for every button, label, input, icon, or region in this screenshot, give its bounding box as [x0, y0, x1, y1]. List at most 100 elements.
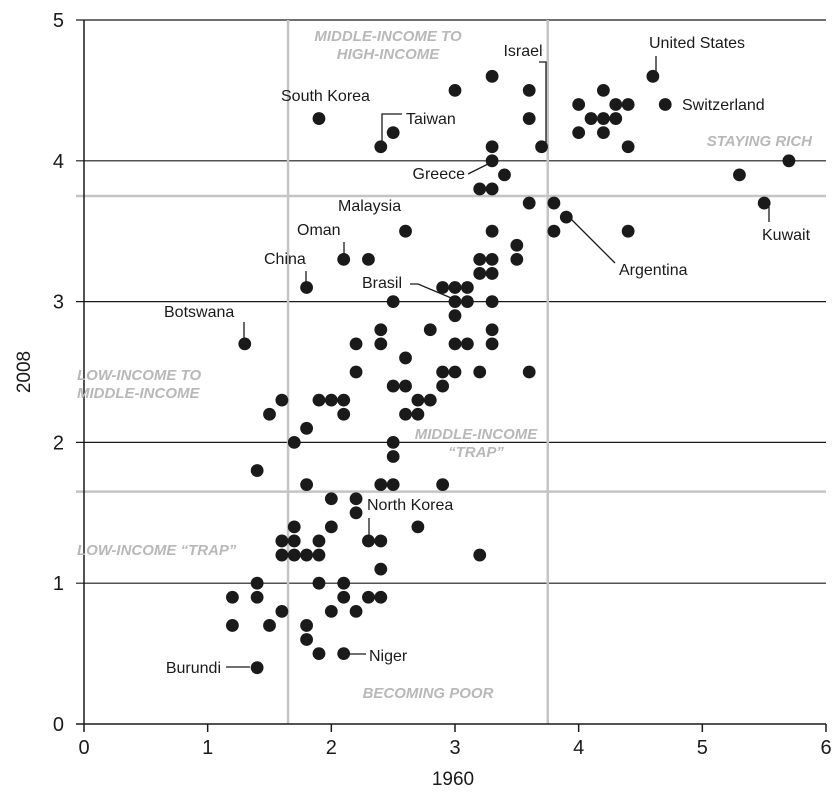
data-point-108	[572, 98, 586, 111]
annotation-label-2: Israel	[503, 43, 542, 60]
data-point-101	[374, 140, 388, 154]
data-point-123	[782, 154, 796, 168]
data-point-57	[349, 365, 363, 379]
region-label-0-0: MIDDLE-INCOME TO	[314, 28, 462, 45]
annotation-label-0: United States	[649, 35, 745, 52]
annotation-label-15: Burundi	[166, 660, 221, 677]
data-point-6	[275, 604, 289, 618]
annotation-label-8: Oman	[297, 222, 341, 239]
y-tick-label-2: 2	[53, 432, 64, 454]
data-point-9	[287, 520, 301, 534]
data-point-53	[411, 393, 425, 407]
data-point-61	[423, 323, 437, 337]
data-point-15	[312, 576, 326, 590]
data-point-64	[448, 337, 462, 351]
data-point-42	[287, 436, 301, 449]
x-tick-label-2: 2	[326, 737, 337, 759]
threshold-lines	[76, 20, 826, 724]
data-point-96	[522, 196, 536, 210]
data-point-3	[250, 590, 264, 604]
data-point-2	[250, 576, 264, 590]
leader-line-2	[539, 61, 547, 146]
data-point-77	[460, 281, 474, 294]
data-point-88	[337, 252, 351, 266]
region-label-1-0: STAYING RICH	[707, 133, 813, 150]
data-point-86	[485, 224, 499, 238]
data-point-93	[498, 168, 511, 182]
data-point-18	[312, 647, 326, 660]
region-label-4-0: LOW-INCOME “TRAP”	[77, 542, 237, 559]
data-point-5	[263, 619, 276, 632]
data-point-48	[386, 436, 400, 449]
leader-line-4	[381, 113, 402, 146]
data-point-116	[621, 98, 635, 111]
region-label-3-1: “TRAP”	[448, 444, 504, 461]
data-point-90	[399, 224, 412, 238]
data-point-30	[250, 464, 264, 477]
data-point-10	[287, 534, 301, 548]
data-point-8	[275, 548, 289, 562]
annotation-label-10: China	[264, 251, 306, 268]
data-point-60	[399, 351, 412, 365]
data-point-76	[448, 309, 462, 323]
data-point-120	[658, 98, 672, 111]
data-point-43	[300, 421, 313, 435]
data-point-54	[411, 407, 425, 421]
data-point-50	[386, 379, 400, 393]
data-point-28	[374, 562, 388, 576]
data-point-0	[226, 590, 239, 604]
annotation-label-5: Greece	[413, 166, 466, 183]
data-point-80	[473, 267, 487, 280]
data-point-107	[535, 140, 548, 154]
data-point-79	[473, 252, 487, 266]
data-point-32	[324, 492, 338, 506]
data-point-82	[485, 267, 499, 280]
data-point-46	[337, 393, 351, 407]
y-tick-label-0: 0	[53, 714, 64, 736]
annotation-labels: United States Switzerland Israel South Kore…	[164, 35, 811, 677]
data-point-94	[485, 154, 499, 168]
data-point-31	[300, 478, 313, 492]
data-point-41	[275, 393, 289, 407]
region-label-2-1: MIDDLE-INCOME	[77, 385, 200, 402]
y-tick-label-3: 3	[53, 292, 64, 314]
leader-line-11	[410, 283, 457, 301]
data-point-105	[522, 84, 536, 97]
annotation-label-12: Botswana	[164, 304, 234, 321]
data-point-69	[485, 337, 499, 351]
data-point-118	[621, 224, 635, 238]
y-tick-label-4: 4	[53, 151, 64, 173]
data-point-112	[597, 112, 610, 125]
data-point-99	[559, 210, 573, 224]
data-point-4	[250, 661, 264, 675]
data-point-13	[300, 619, 313, 632]
data-point-71	[238, 337, 252, 351]
annotation-label-14: Niger	[369, 648, 408, 665]
data-point-1	[226, 619, 239, 632]
data-point-115	[609, 112, 623, 125]
data-point-66	[460, 337, 474, 351]
data-point-25	[362, 590, 375, 604]
data-point-87	[300, 281, 313, 294]
data-point-65	[448, 365, 462, 379]
data-point-49	[386, 450, 400, 463]
data-point-39	[473, 548, 487, 562]
data-point-7	[275, 534, 289, 548]
x-tick-label-5: 5	[697, 737, 708, 759]
data-point-114	[609, 98, 623, 111]
data-point-119	[646, 69, 660, 83]
data-point-19	[324, 520, 338, 534]
x-tick-label-3: 3	[449, 737, 460, 759]
data-point-68	[485, 323, 499, 337]
region-label-3-0: MIDDLE-INCOME	[415, 426, 538, 443]
data-point-113	[597, 126, 610, 140]
data-point-37	[411, 520, 425, 534]
region-label-0-1: HIGH-INCOME	[337, 46, 440, 63]
data-point-78	[460, 295, 474, 308]
data-point-12	[300, 548, 313, 562]
data-point-38	[436, 478, 450, 492]
data-point-122	[757, 196, 771, 210]
data-point-100	[312, 112, 326, 125]
data-point-110	[584, 112, 598, 125]
